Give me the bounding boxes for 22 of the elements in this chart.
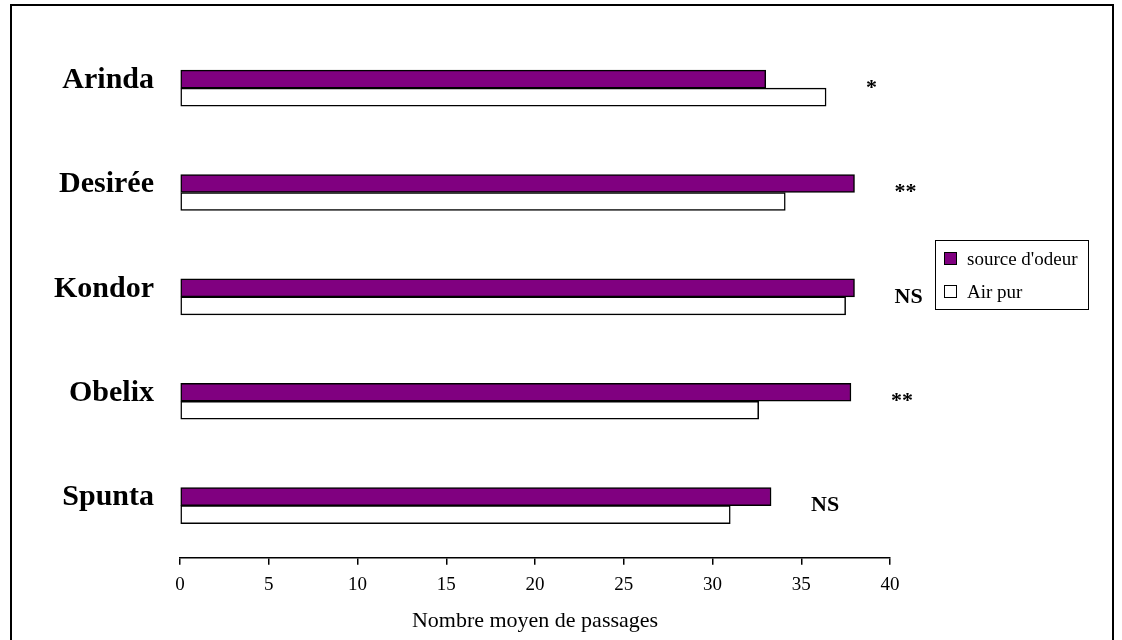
annotation: * — [866, 73, 878, 99]
x-tick-label: 40 — [880, 573, 900, 595]
x-tick-label: 25 — [614, 573, 634, 595]
y-tick-label: Desirée — [59, 165, 154, 199]
text: NS — [894, 282, 923, 308]
y-tick-label: Arinda — [62, 60, 154, 94]
y-tick-label: Kondor — [53, 269, 154, 303]
x-tick-label: 15 — [436, 573, 456, 595]
x-tick-label: 5 — [264, 573, 274, 595]
text: Air pur — [967, 280, 1023, 302]
x-tick-label: 20 — [525, 573, 545, 595]
annotation: NS — [811, 491, 840, 517]
x-tick-label: 10 — [348, 573, 367, 595]
x-tick-label: 0 — [175, 573, 185, 595]
x-tick-label: 30 — [703, 573, 722, 595]
y-tick-label: Spunta — [62, 478, 154, 512]
legend-label: source d'odeur — [967, 247, 1078, 269]
y-tick-label: Obelix — [68, 374, 154, 408]
x-tick-label: 35 — [791, 573, 811, 595]
x-axis-title: Nombre moyen de passages — [411, 606, 659, 632]
text: ** — [890, 386, 913, 412]
text: ** — [894, 178, 917, 204]
